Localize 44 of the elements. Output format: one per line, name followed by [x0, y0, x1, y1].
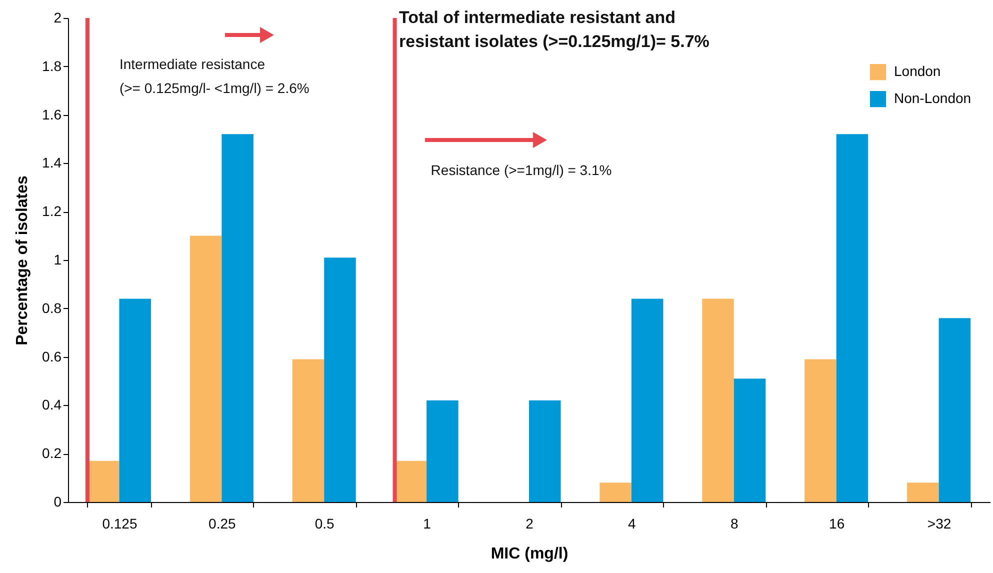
y-tick-label: 2: [54, 10, 62, 26]
bar: [631, 298, 664, 502]
bar: [529, 400, 561, 502]
y-tick-label: 0.4: [42, 396, 62, 413]
bar: [190, 236, 222, 502]
ref-line-label: Resistance (>=1mg/l) = 3.1%: [430, 162, 612, 178]
y-tick-label: 1.6: [42, 106, 62, 122]
y-tick-label: 0.8: [42, 300, 62, 316]
y-tick-label: 1.2: [42, 203, 62, 220]
x-tick-label: 8: [730, 516, 738, 532]
bar: [292, 359, 324, 502]
bar: [836, 134, 868, 502]
x-tick-label: 0.5: [314, 516, 335, 532]
y-tick-label: 0.2: [42, 445, 62, 462]
bar: [804, 359, 836, 502]
bar: [222, 134, 254, 502]
x-tick-label: 1: [423, 516, 432, 532]
bar: [702, 298, 734, 502]
y-axis-title: Percentage of isolates: [14, 175, 32, 346]
x-tick-label: 0.125: [102, 516, 138, 532]
bar: [600, 482, 632, 502]
x-tick-label: 2: [526, 516, 534, 532]
x-tick-label: 4: [628, 516, 636, 532]
x-tick-label: 16: [829, 516, 845, 532]
chart-title: Total of intermediate resistant and resistant isolates (>=0.125mg/1)= 5.7%: [399, 8, 710, 51]
y-tick-label: 1.8: [42, 58, 62, 74]
x-axis-title: MIC (mg/l): [490, 546, 568, 562]
legend-label: Non-London: [894, 90, 972, 106]
x-tick-label: >32: [927, 516, 952, 532]
bar: [87, 460, 120, 502]
bar: [907, 482, 939, 502]
y-tick-label: 0: [54, 494, 62, 510]
y-tick-label: 1.4: [42, 154, 62, 171]
bar: [324, 258, 356, 502]
x-tick-label: 0.25: [208, 516, 236, 532]
y-tick-label: 1: [54, 252, 62, 268]
legend-label: London: [894, 63, 941, 79]
y-tick-label: 0.6: [42, 348, 62, 364]
bar: [734, 378, 766, 502]
bar: [119, 298, 151, 502]
bar: [938, 318, 971, 502]
bar: [426, 400, 458, 502]
ref-line-label: Intermediate resistance (>= 0.125mg/l- <1mg/l) = 2.6%: [119, 56, 310, 96]
bar: [394, 460, 427, 502]
